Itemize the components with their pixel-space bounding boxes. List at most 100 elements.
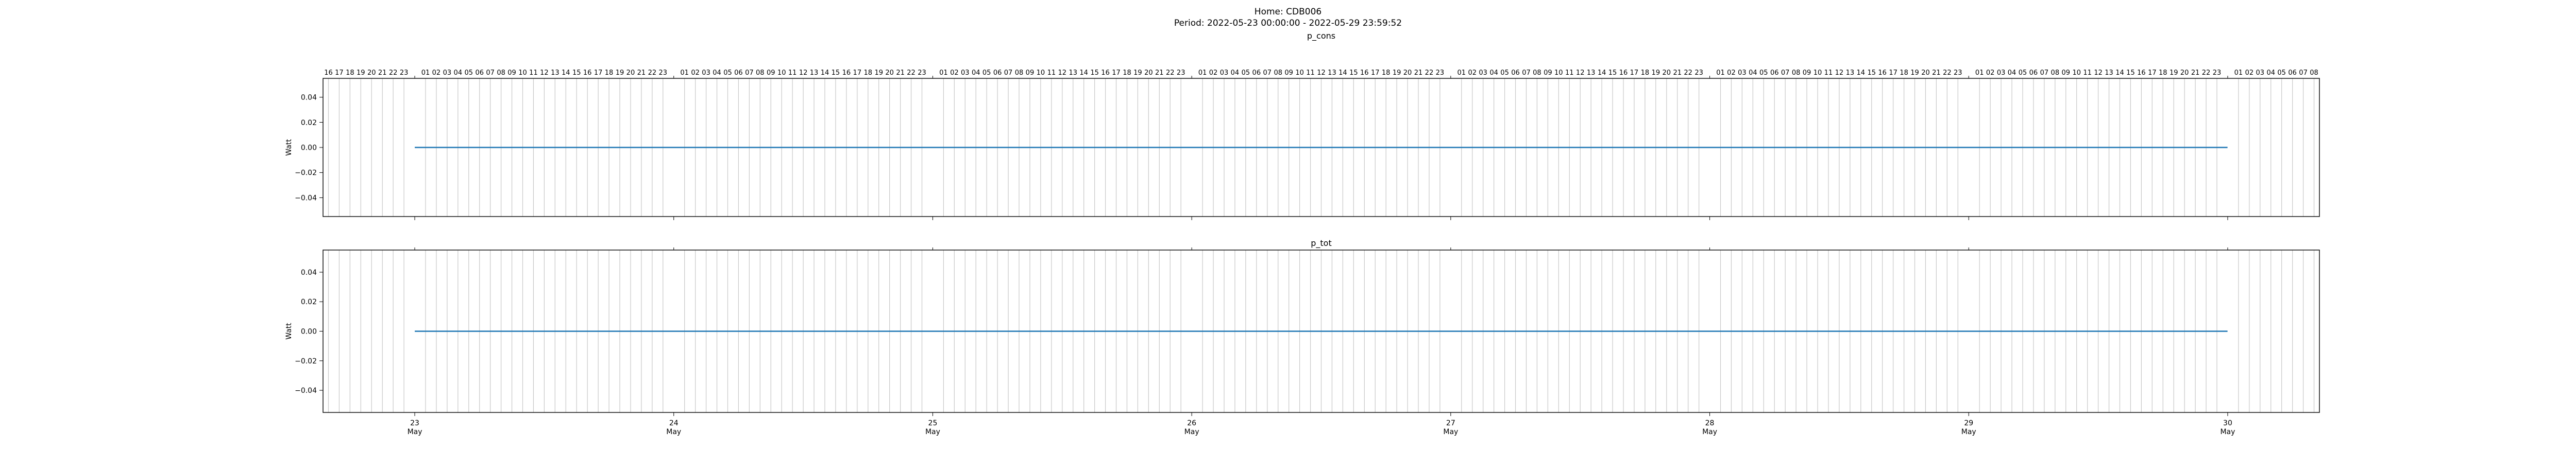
hour-tick-label: 08 xyxy=(2051,69,2060,77)
hour-tick-label: 19 xyxy=(874,69,883,77)
y-axis-label: Watt xyxy=(285,139,293,156)
hour-tick-label: 01 xyxy=(421,69,430,77)
hour-tick-label: 05 xyxy=(1242,69,1250,77)
hour-tick-label: 18 xyxy=(1641,69,1650,77)
hour-tick-label: 23 xyxy=(400,69,409,77)
hour-tick-label: 07 xyxy=(1781,69,1790,77)
hour-tick-label: 03 xyxy=(443,69,452,77)
hour-tick-label: 23 xyxy=(659,69,668,77)
hour-tick-label: 05 xyxy=(982,69,991,77)
hour-tick-label: 23 xyxy=(1694,69,1703,77)
hour-tick-label: 03 xyxy=(961,69,970,77)
hour-tick-label: 01 xyxy=(1198,69,1207,77)
hour-tick-label: 10 xyxy=(777,69,786,77)
hour-tick-label: 14 xyxy=(821,69,829,77)
hour-tick-label: 13 xyxy=(2105,69,2113,77)
hour-tick-label: 03 xyxy=(1479,69,1487,77)
hour-tick-label: 21 xyxy=(1155,69,1164,77)
hour-tick-label: 02 xyxy=(2245,69,2254,77)
hour-tick-label: 03 xyxy=(702,69,710,77)
date-tick-month: May xyxy=(666,428,681,436)
date-tick-day: 25 xyxy=(928,419,938,427)
y-tick-label: 0.04 xyxy=(301,269,317,277)
hour-tick-label: 13 xyxy=(1846,69,1855,77)
hour-tick-label: 17 xyxy=(1371,69,1380,77)
hour-tick-label: 16 xyxy=(1360,69,1369,77)
hour-tick-label: 14 xyxy=(1598,69,1606,77)
hour-tick-label: 08 xyxy=(2310,69,2318,77)
hour-tick-label: 05 xyxy=(2277,69,2286,77)
hour-tick-label: 16 xyxy=(324,69,333,77)
hour-tick-label: 17 xyxy=(1630,69,1639,77)
hour-tick-label: 16 xyxy=(583,69,592,77)
hour-tick-label: 02 xyxy=(432,69,441,77)
hour-tick-label: 03 xyxy=(1738,69,1747,77)
hour-tick-label: 20 xyxy=(626,69,635,77)
hour-tick-label: 13 xyxy=(551,69,560,77)
y-tick-label: 0.00 xyxy=(301,144,317,152)
hour-tick-label: 09 xyxy=(2061,69,2070,77)
hour-tick-label: 15 xyxy=(572,69,581,77)
plot-frame xyxy=(323,78,2320,217)
hour-tick-label: 15 xyxy=(2126,69,2135,77)
hour-tick-label: 11 xyxy=(1824,69,1833,77)
hour-tick-label: 01 xyxy=(1458,69,1466,77)
hour-tick-label: 10 xyxy=(1295,69,1304,77)
figure-title-period: Period: 2022-05-23 00:00:00 - 2022-05-29… xyxy=(1174,18,1402,28)
hour-tick-label: 11 xyxy=(788,69,797,77)
date-tick-month: May xyxy=(2220,428,2235,436)
hour-tick-label: 12 xyxy=(1835,69,1844,77)
hour-tick-label: 01 xyxy=(939,69,948,77)
hour-tick-label: 20 xyxy=(1921,69,1930,77)
hour-tick-label: 22 xyxy=(2202,69,2211,77)
hour-tick-label: 04 xyxy=(1231,69,1240,77)
hour-tick-label: 01 xyxy=(1716,69,1725,77)
date-tick-month: May xyxy=(925,428,940,436)
hour-tick-label: 16 xyxy=(1101,69,1110,77)
hour-tick-label: 18 xyxy=(863,69,872,77)
hour-tick-label: 13 xyxy=(810,69,819,77)
hour-tick-label: 23 xyxy=(1436,69,1445,77)
hour-tick-label: 17 xyxy=(853,69,862,77)
hour-tick-label: 08 xyxy=(1274,69,1282,77)
hour-tick-label: 18 xyxy=(346,69,354,77)
hour-tick-label: 11 xyxy=(529,69,538,77)
hour-tick-label: 08 xyxy=(1015,69,1024,77)
hour-tick-label: 21 xyxy=(896,69,905,77)
hour-tick-label: 02 xyxy=(950,69,959,77)
hour-tick-label: 09 xyxy=(767,69,775,77)
hour-tick-label: 02 xyxy=(1209,69,1218,77)
hour-tick-label: 17 xyxy=(594,69,603,77)
hour-tick-label: 06 xyxy=(2288,69,2297,77)
panel-title: p_tot xyxy=(1311,238,1332,248)
hour-tick-label: 18 xyxy=(605,69,614,77)
hour-tick-label: 20 xyxy=(367,69,376,77)
hour-tick-label: 14 xyxy=(1338,69,1347,77)
hour-tick-label: 12 xyxy=(2094,69,2103,77)
hour-tick-label: 05 xyxy=(1500,69,1509,77)
hour-tick-label: 16 xyxy=(1878,69,1887,77)
hour-tick-label: 07 xyxy=(1004,69,1013,77)
hour-tick-label: 06 xyxy=(734,69,743,77)
hour-tick-label: 18 xyxy=(1382,69,1391,77)
hour-tick-label: 03 xyxy=(2256,69,2265,77)
hour-tick-label: 23 xyxy=(2213,69,2222,77)
hour-tick-label: 16 xyxy=(2137,69,2146,77)
date-tick-day: 29 xyxy=(1964,419,1973,427)
hour-tick-label: 16 xyxy=(842,69,851,77)
hour-tick-label: 20 xyxy=(1403,69,1412,77)
y-tick-label: 0.02 xyxy=(301,298,317,306)
hour-tick-label: 07 xyxy=(2299,69,2308,77)
hour-tick-label: 01 xyxy=(2234,69,2243,77)
hour-tick-label: 07 xyxy=(2040,69,2049,77)
figure-title-home: Home: CDB006 xyxy=(1254,7,1322,17)
hour-tick-label: 19 xyxy=(1652,69,1660,77)
hour-tick-label: 09 xyxy=(1026,69,1035,77)
y-axis-label: Watt xyxy=(285,323,293,340)
hour-tick-label: 09 xyxy=(1544,69,1552,77)
hour-tick-label: 06 xyxy=(1252,69,1261,77)
hour-tick-label: 22 xyxy=(389,69,398,77)
chart-panel-p-cons: 16 17 18 19 20 21 22 23 01 02 03 04 05 06 07 08 09 10 11 12… xyxy=(285,31,2320,220)
plot-frame xyxy=(323,250,2320,413)
hour-tick-label: 23 xyxy=(918,69,926,77)
